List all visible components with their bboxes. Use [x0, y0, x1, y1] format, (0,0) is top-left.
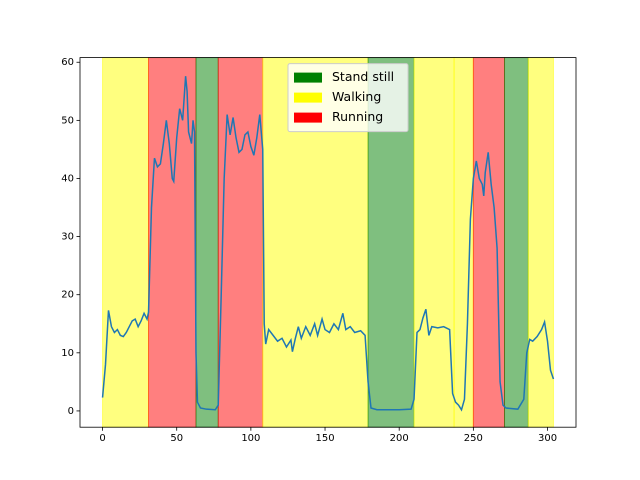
legend-swatch [294, 72, 322, 83]
legend: Stand still Walking Running [287, 63, 409, 133]
state-span [504, 57, 529, 428]
x-tick-label: 300 [538, 433, 557, 444]
x-tick-label: 200 [390, 433, 409, 444]
y-tick-label: 0 [68, 406, 74, 417]
axes-frame [79, 57, 577, 428]
state-span [217, 57, 264, 428]
state-span [527, 57, 554, 428]
data-line [101, 76, 555, 412]
y-tick-label: 40 [61, 173, 74, 184]
x-tick-label: 0 [99, 433, 105, 444]
y-tick-label: 10 [61, 348, 74, 359]
legend-swatch [294, 92, 322, 103]
state-span [148, 57, 197, 428]
legend-swatch [294, 112, 322, 123]
state-span [102, 57, 150, 428]
legend-label: Walking [332, 89, 381, 104]
state-span [413, 57, 455, 428]
y-tick-label: 60 [61, 57, 74, 68]
x-tick-label: 250 [464, 433, 483, 444]
state-span [195, 57, 219, 428]
x-tick-label: 100 [241, 433, 260, 444]
x-tick-label: 50 [170, 433, 183, 444]
y-tick-label: 50 [61, 115, 74, 126]
y-tick-label: 30 [61, 232, 74, 243]
x-tick-label: 150 [315, 433, 334, 444]
legend-label: Running [332, 109, 383, 124]
legend-label: Stand still [332, 69, 394, 84]
y-tick-label: 20 [61, 290, 74, 301]
